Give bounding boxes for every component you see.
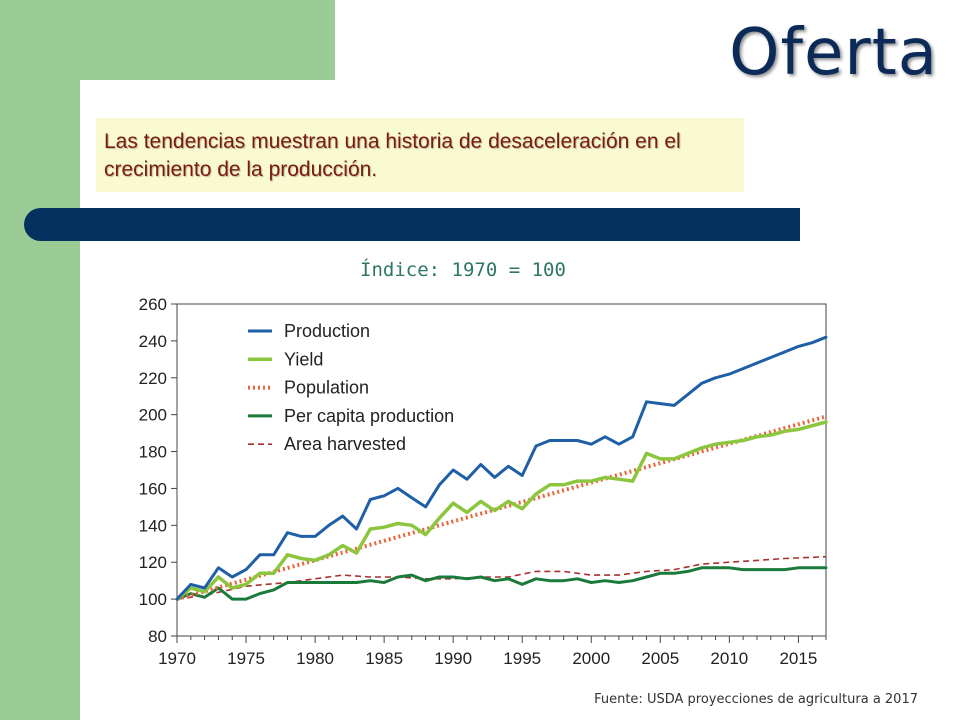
x-tick-label: 1985 — [365, 649, 403, 668]
subtitle-box: Las tendencias muestran una historia de … — [96, 118, 744, 192]
x-tick-label: 1995 — [503, 649, 541, 668]
series-line-per-capita-production — [175, 566, 828, 601]
legend-label: Population — [284, 378, 369, 398]
y-tick-label: 120 — [139, 553, 167, 572]
x-tick-label: 2015 — [779, 649, 817, 668]
navy-divider-bar — [24, 208, 800, 241]
legend-label: Area harvested — [284, 434, 406, 454]
series-line-production — [175, 335, 828, 601]
x-tick-label: 2000 — [572, 649, 610, 668]
subtitle-text: Las tendencias muestran una historia de … — [104, 130, 681, 181]
legend-label: Yield — [284, 349, 323, 369]
series-line-yield — [175, 420, 828, 601]
y-tick-label: 100 — [139, 590, 167, 609]
legend-label: Per capita production — [284, 406, 454, 426]
y-tick-label: 160 — [139, 479, 167, 498]
x-tick-label: 2010 — [710, 649, 748, 668]
y-tick-label: 200 — [139, 406, 167, 425]
x-tick-label: 1975 — [227, 649, 265, 668]
plot-frame — [176, 303, 827, 637]
series-line-population — [176, 414, 827, 602]
y-tick-label: 140 — [139, 516, 167, 535]
x-tick-label: 1990 — [434, 649, 472, 668]
y-tick-label: 80 — [148, 627, 167, 646]
y-tick-label: 220 — [139, 369, 167, 388]
source-note: Fuente: USDA proyecciones de agricultura… — [594, 692, 918, 707]
legend-label: Production — [284, 321, 370, 341]
green-side-band — [0, 0, 80, 720]
x-tick-label: 1980 — [296, 649, 334, 668]
y-tick-label: 260 — [139, 295, 167, 314]
y-tick-label: 180 — [139, 443, 167, 462]
series-line-area-harvested — [176, 555, 827, 600]
index-label: Índice: 1970 = 100 — [360, 259, 566, 281]
x-tick-label: 1970 — [158, 649, 196, 668]
y-tick-label: 240 — [139, 332, 167, 351]
x-tick-label: 2005 — [641, 649, 679, 668]
slide-title: Oferta — [729, 16, 938, 90]
